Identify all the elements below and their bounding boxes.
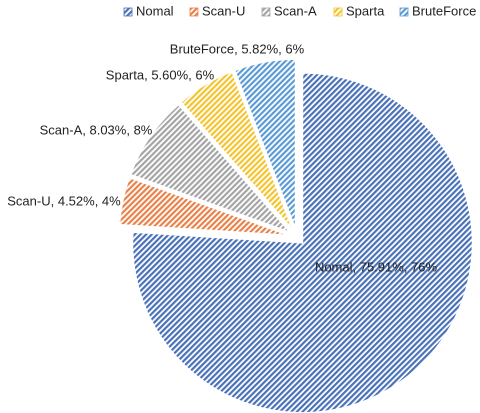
legend-item-bruteforce: BruteForce: [399, 3, 476, 18]
pie-slice-scan-a: [129, 103, 291, 234]
data-labels: Nomal, 75.91%, 76% Scan-U, 4.52%, 4% Scan-…: [7, 41, 437, 274]
legend-label-bruteforce: BruteForce: [412, 3, 476, 18]
legend-swatch-nomal: [123, 7, 133, 17]
legend-swatch-sparta: [333, 7, 343, 17]
pie-slice-scan-u: [118, 176, 290, 237]
data-label-sparta: Sparta, 5.60%, 6%: [106, 67, 215, 82]
data-label-scan-a: Scan-A, 8.03%, 8%: [40, 122, 153, 137]
data-label-nomal: Nomal, 75.91%, 76%: [315, 259, 438, 274]
chart-legend: Nomal Scan-U Scan-A Sparta BruteForce: [123, 3, 476, 18]
legend-label-scan-a: Scan-A: [274, 3, 317, 18]
pie-slice-bruteforce: [233, 58, 297, 230]
legend-item-scan-a: Scan-A: [261, 3, 317, 18]
legend-item-scan-u: Scan-U: [189, 3, 245, 18]
legend-swatch-scan-u: [189, 7, 199, 17]
legend-item-nomal: Nomal: [123, 3, 174, 18]
legend-swatch-bruteforce: [399, 7, 409, 17]
legend-label-nomal: Nomal: [136, 3, 174, 18]
pie-slices: [118, 58, 474, 413]
pie-slice-sparta: [179, 70, 294, 231]
pie-slice-nomal: [131, 72, 474, 413]
legend-swatch-scan-a: [261, 7, 271, 17]
data-label-bruteforce: BruteForce, 5.82%, 6%: [170, 41, 305, 56]
legend-label-sparta: Sparta: [346, 3, 385, 18]
legend-label-scan-u: Scan-U: [202, 3, 245, 18]
legend-item-sparta: Sparta: [333, 3, 385, 18]
data-label-scan-u: Scan-U, 4.52%, 4%: [7, 193, 121, 208]
